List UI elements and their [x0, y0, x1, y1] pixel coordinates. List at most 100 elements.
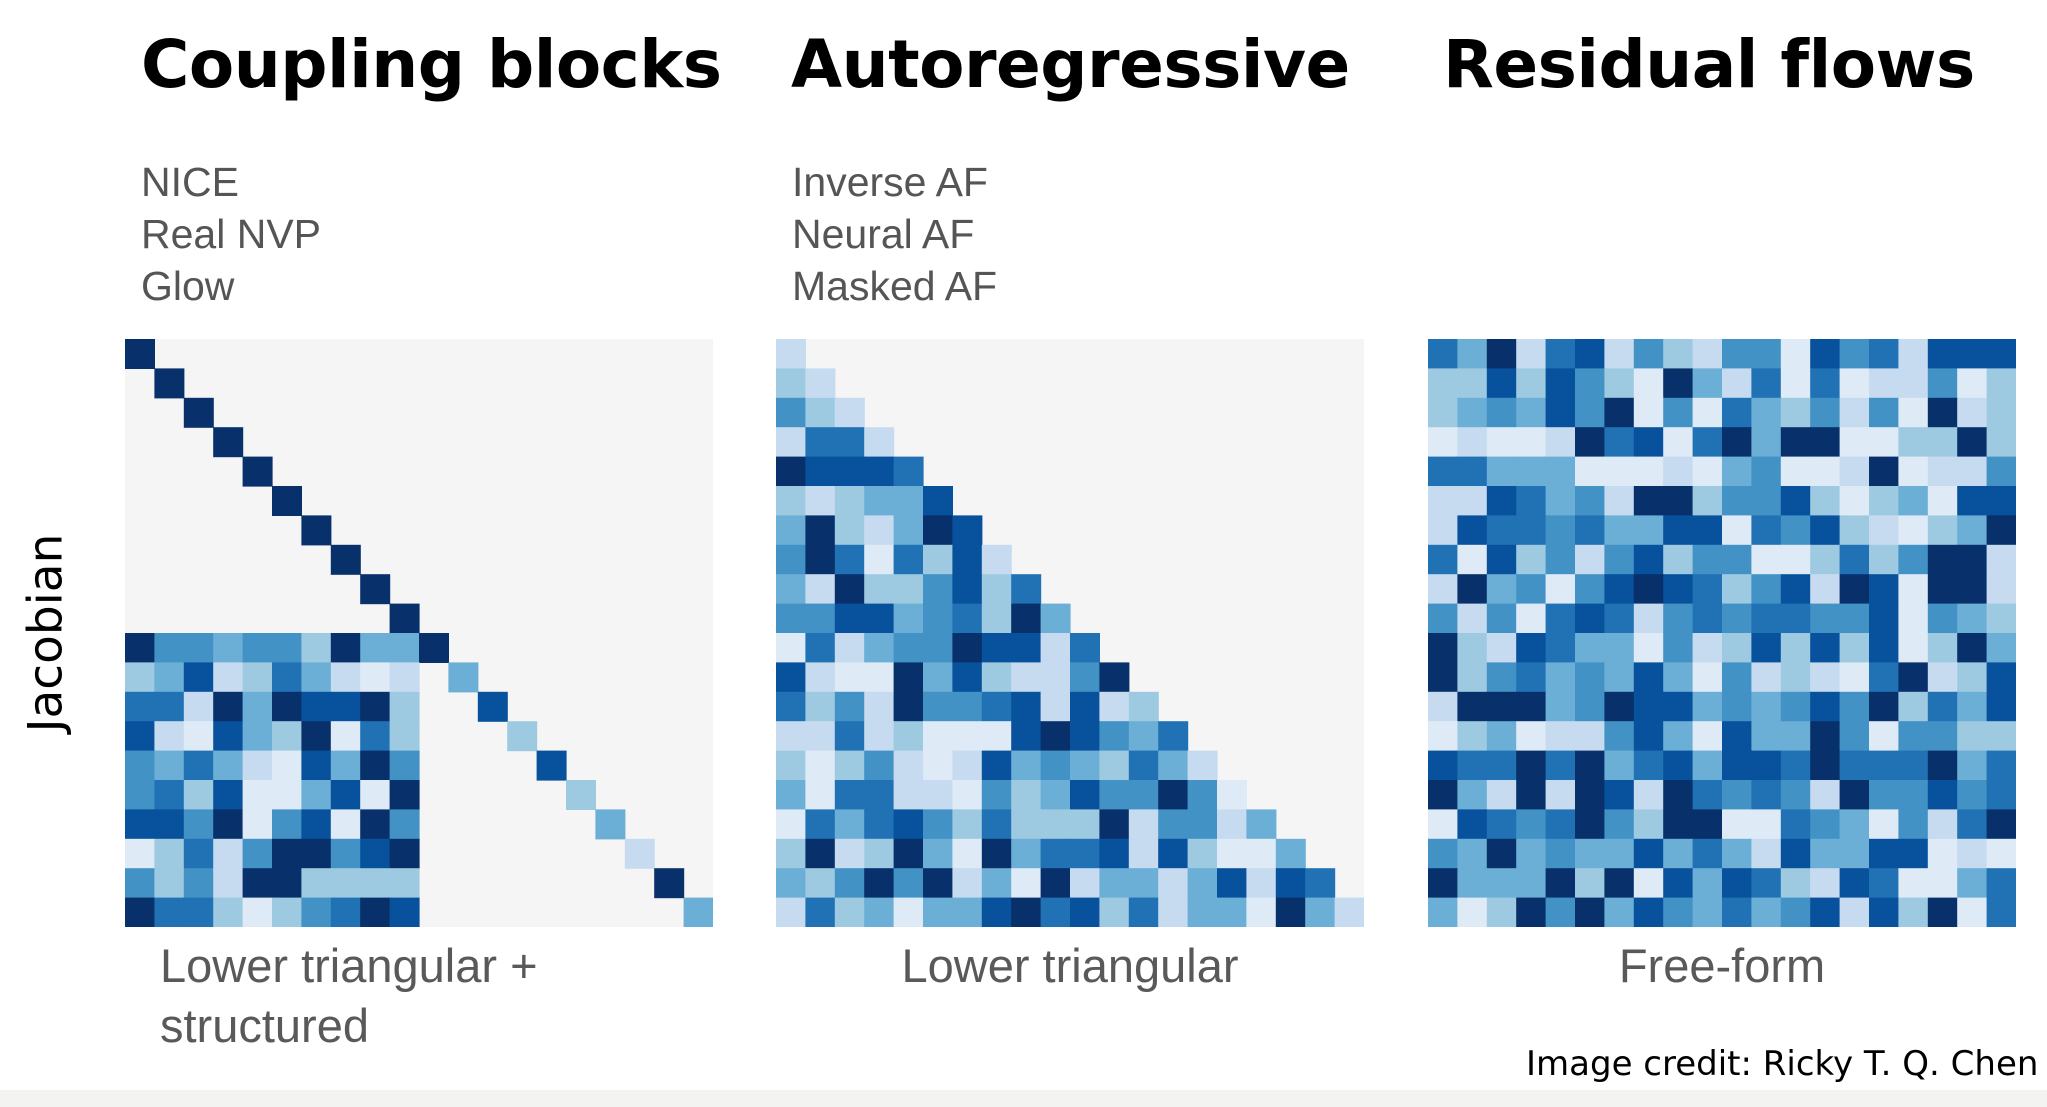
matrix-cell [125, 780, 155, 810]
matrix-cell [1187, 868, 1218, 899]
matrix-cell [213, 427, 244, 458]
matrix-cell [776, 574, 806, 605]
matrix-cell [1457, 809, 1488, 840]
matrix-cell [1575, 838, 1605, 869]
matrix-cell [1839, 662, 1870, 693]
matrix-cell [1516, 897, 1547, 927]
matrix-cell [1545, 662, 1576, 693]
matrix-cell [272, 897, 302, 927]
matrix-cell [536, 750, 567, 781]
matrix-cell [776, 721, 806, 752]
matrix-cell [360, 662, 391, 693]
matrix-cell [893, 897, 924, 927]
caption-coupling-line-1: Lower triangular + [160, 939, 538, 992]
matrix-cell [1898, 486, 1929, 516]
matrix-cell [1486, 456, 1517, 487]
matrix-cell [1957, 897, 1988, 927]
matrix-cell [624, 838, 655, 869]
matrix-cell [301, 721, 332, 752]
matrix-cell [1986, 339, 2016, 369]
matrix-cell [1957, 544, 1988, 575]
matrix-cell [1986, 868, 2016, 899]
matrix-cell [1070, 809, 1100, 840]
matrix-cell [389, 691, 420, 722]
matrix-cell [776, 515, 806, 546]
matrix-cell [1722, 574, 1752, 605]
matrix-cell [1957, 633, 1988, 663]
matrix-cell [301, 780, 332, 810]
matrix-cell [1839, 427, 1870, 458]
matrix-cell [1575, 456, 1605, 487]
matrix-cell [1486, 897, 1517, 927]
matrix-cell [1099, 780, 1130, 810]
matrix-cell [419, 633, 449, 663]
matrix-cell [1128, 868, 1159, 899]
matrix-cell [213, 868, 244, 899]
matrix-cell [1486, 809, 1517, 840]
matrix-cell [864, 427, 895, 458]
matrix-cell [1839, 721, 1870, 752]
matrix-cell [1128, 691, 1159, 722]
matrix-cell [1869, 691, 1899, 722]
matrix-cell [154, 868, 185, 899]
matrix-cell [952, 721, 983, 752]
matrix-cell [1692, 633, 1723, 663]
matrix-cell [360, 691, 391, 722]
matrix-cell [893, 750, 924, 781]
matrix-cell [1545, 544, 1576, 575]
matrix-cell [1780, 838, 1811, 869]
matrix-cell [1810, 486, 1841, 516]
matrix-cell [1692, 368, 1723, 399]
matrix-cell [1187, 838, 1218, 869]
matrix-cell [1099, 897, 1130, 927]
matrix-cell [864, 574, 895, 605]
matrix-cell [272, 750, 302, 781]
matrix-cell [1428, 486, 1458, 516]
matrix-cell [834, 662, 865, 693]
matrix-cell [1545, 397, 1576, 428]
matrix-cell [1428, 544, 1458, 575]
matrix-cell [1927, 368, 1958, 399]
matrix-cell [1722, 809, 1752, 840]
matrix-cell [1158, 809, 1189, 840]
matrix-cell [1751, 397, 1782, 428]
matrix-cell [1575, 397, 1605, 428]
matrix-cell [1604, 633, 1635, 663]
matrix-cell [1663, 721, 1694, 752]
matrix-cell [1722, 897, 1752, 927]
matrix-cell [1839, 809, 1870, 840]
matrix-cell [1217, 897, 1247, 927]
matrix-cell [1722, 750, 1752, 781]
caption-autoregressive-line-1: Lower triangular [901, 939, 1239, 992]
method-inverse-af: Inverse AF [792, 159, 988, 205]
matrix-cell [1070, 838, 1100, 869]
matrix-cell [1898, 750, 1929, 781]
title-autoregressive: Autoregressive [791, 26, 1350, 103]
matrix-cell [1692, 486, 1723, 516]
matrix-cell [1751, 574, 1782, 605]
matrix-cell [1604, 809, 1635, 840]
matrix-cell [1839, 603, 1870, 634]
matrix-cell [1428, 456, 1458, 487]
matrix-cell [1011, 721, 1042, 752]
matrix-cell [1780, 574, 1811, 605]
matrix-cell [1516, 809, 1547, 840]
matrix-cell [1545, 515, 1576, 546]
matrix-cell [1217, 780, 1247, 810]
matrix-cell [1927, 897, 1958, 927]
matrix-cell [1663, 397, 1694, 428]
matrix-cell [183, 721, 214, 752]
matrix-cell [776, 486, 806, 516]
matrix-cell [776, 809, 806, 840]
matrix-cell [1128, 750, 1159, 781]
matrix-cell [864, 838, 895, 869]
matrix-cell [183, 838, 214, 869]
matrix-cell [1810, 456, 1841, 487]
matrix-cell [952, 515, 983, 546]
matrix-cell [864, 456, 895, 487]
matrix-cell [1604, 544, 1635, 575]
matrix-cell [1663, 838, 1694, 869]
matrix-cell [1040, 633, 1071, 663]
matrix-cell [1604, 368, 1635, 399]
